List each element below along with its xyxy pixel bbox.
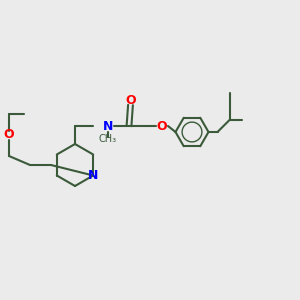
Text: CH₃: CH₃ bbox=[99, 134, 117, 145]
Text: O: O bbox=[125, 94, 136, 107]
Text: N: N bbox=[103, 119, 113, 133]
Text: N: N bbox=[88, 169, 98, 182]
Text: O: O bbox=[4, 128, 14, 142]
Text: O: O bbox=[157, 119, 167, 133]
